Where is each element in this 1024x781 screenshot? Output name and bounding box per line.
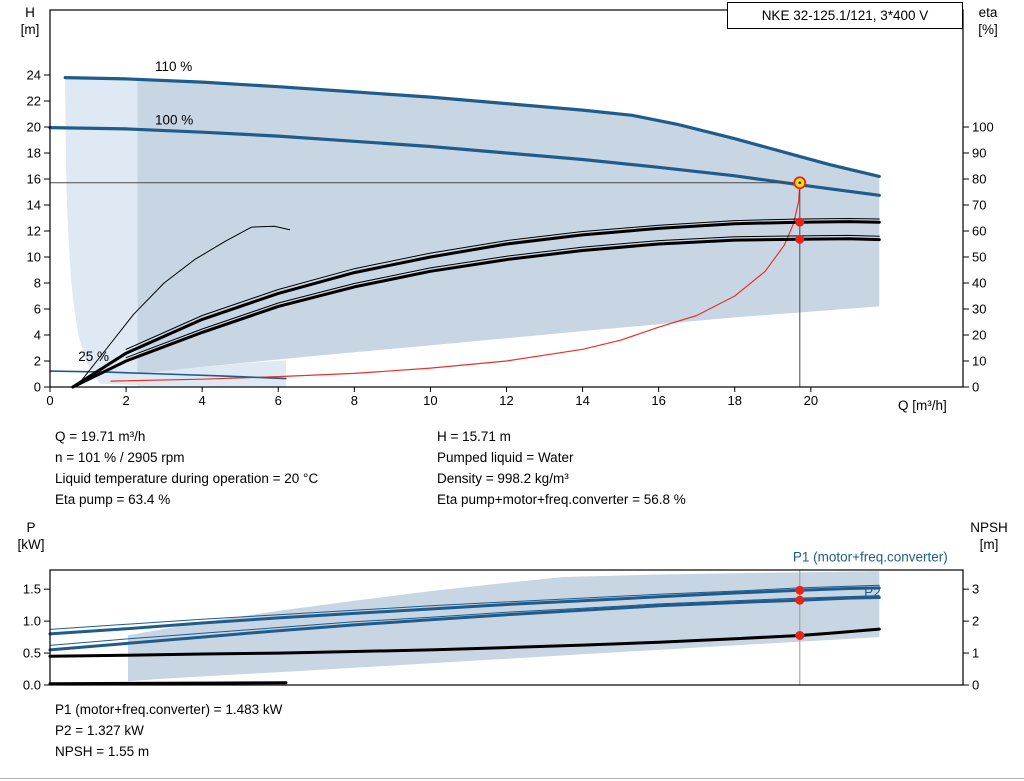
- qh-chart-group: 0246810121416182022240102030405060708090…: [27, 9, 994, 408]
- x-tick-label: 8: [351, 393, 358, 408]
- x-tick-label: 6: [275, 393, 282, 408]
- y-left-tick-label: 18: [27, 146, 41, 161]
- y-right-tick-label: 1: [972, 646, 979, 661]
- x-tick-label: 2: [122, 393, 129, 408]
- x-tick-label: 14: [575, 393, 589, 408]
- y-right-tick-label: 50: [972, 250, 986, 265]
- info-p1: P1 (motor+freq.converter) = 1.483 kW: [55, 702, 283, 717]
- y-left-tick-label: 12: [27, 224, 41, 239]
- info-speed: n = 101 % / 2905 rpm: [55, 450, 185, 465]
- system-curve: [110, 182, 801, 382]
- y-right-tick-label: 30: [972, 302, 986, 317]
- y-right-tick-label: 20: [972, 328, 986, 343]
- eta-pump-point: [795, 217, 805, 227]
- duty-point-center: [798, 181, 802, 185]
- speed-curve-110pct: [63, 76, 881, 178]
- p1-point: [795, 585, 805, 595]
- duty-info-right: H = 15.71 m Pumped liquid = Water Densit…: [437, 426, 686, 510]
- y-left-tick-label: 20: [27, 120, 41, 135]
- x-tick-label: 10: [423, 393, 437, 408]
- npsh-axis-label: NPSH [m]: [958, 519, 1020, 553]
- label-25-pct: 25 %: [78, 349, 109, 364]
- info-h: H = 15.71 m: [437, 429, 511, 444]
- x-tick-label: 20: [804, 393, 818, 408]
- info-pumped-liquid: Pumped liquid = Water: [437, 450, 574, 465]
- label-p1: P1 (motor+freq.converter): [793, 550, 948, 565]
- y-left-tick-label: 8: [34, 276, 41, 291]
- y-right-tick-label: 80: [972, 172, 986, 187]
- p2-point: [795, 595, 805, 605]
- y-left-tick-label: 16: [27, 172, 41, 187]
- eta-pump-thin: [125, 218, 880, 350]
- window-bottom-border: [0, 778, 1024, 779]
- eta-total-point: [795, 234, 805, 244]
- p-speed-25pct: [48, 681, 288, 686]
- p-axis-label: P [kW]: [8, 519, 54, 553]
- label-p2: P2: [864, 585, 881, 600]
- y-right-tick-label: 2: [972, 614, 979, 629]
- y-left-tick-label: 22: [27, 94, 41, 109]
- y-left-tick-label: 0.0: [23, 678, 41, 693]
- y-left-tick-label: 14: [27, 198, 41, 213]
- label-100-pct: 100 %: [155, 112, 193, 127]
- power-npsh-chart-group: 0.0 0.5 1.0 1.5 0 1 2 3 P1 (motor+freq.converter…: [23, 550, 979, 693]
- eta-axis-label: eta [%]: [964, 4, 1012, 38]
- eta-total-thin: [125, 234, 880, 359]
- y-right-tick-label: 3: [972, 582, 979, 597]
- npsh-axis-unit: [m]: [979, 537, 999, 552]
- x-tick-label: 4: [199, 393, 206, 408]
- x-tick-label: 0: [46, 393, 53, 408]
- x-tick-label: 18: [728, 393, 742, 408]
- info-eta-pump: Eta pump = 63.4 %: [55, 492, 171, 507]
- power-info: P1 (motor+freq.converter) = 1.483 kW P2 …: [55, 699, 282, 762]
- low-flow-area: [65, 77, 138, 386]
- pump-title-box: NKE 32-125.1/121, 3*400 V: [727, 2, 963, 29]
- p2-thin: [49, 595, 880, 646]
- q-axis-label: Q [m³/h]: [898, 398, 947, 413]
- info-density: Density = 998.2 kg/m³: [437, 471, 569, 486]
- h-axis-symbol: H: [25, 5, 35, 20]
- y-right-tick-label: 0: [972, 380, 979, 395]
- duty-info-left: Q = 19.71 m³/h n = 101 % / 2905 rpm Liqu…: [55, 426, 318, 510]
- y-left-tick-label: 0.5: [23, 646, 41, 661]
- y-right-tick-label: 10: [972, 354, 986, 369]
- y-left-tick-label: 4: [34, 328, 41, 343]
- label-110-pct: 110 %: [155, 59, 192, 74]
- y-left-tick-label: 24: [27, 68, 41, 83]
- info-q: Q = 19.71 m³/h: [55, 429, 146, 444]
- eta-axis-symbol: eta: [978, 5, 998, 20]
- p-axis-unit: [kW]: [17, 537, 45, 552]
- y-left-tick-label: 6: [34, 302, 41, 317]
- y-left-tick-label: 1.5: [23, 582, 41, 597]
- x-tick-label: 16: [651, 393, 665, 408]
- h-axis-unit: [m]: [20, 22, 40, 37]
- y-right-tick-label: 40: [972, 276, 986, 291]
- pump-title: NKE 32-125.1/121, 3*400 V: [761, 8, 929, 23]
- npsh-point: [795, 630, 805, 640]
- y-left-tick-label: 10: [27, 250, 41, 265]
- y-right-tick-label: 70: [972, 198, 986, 213]
- eta-curve-reduced-speed: [79, 225, 291, 383]
- x-tick-label: 12: [499, 393, 513, 408]
- y-left-tick-label: 2: [34, 354, 41, 369]
- eta-axis-unit: [%]: [978, 22, 998, 37]
- y-right-tick-label: 100: [972, 120, 994, 135]
- y-right-tick-label: 60: [972, 224, 986, 239]
- info-liquid-temp: Liquid temperature during operation = 20…: [55, 471, 319, 486]
- y-right-tick-label: 0: [972, 678, 979, 693]
- npsh-axis-symbol: NPSH: [970, 520, 1008, 535]
- info-p2: P2 = 1.327 kW: [55, 723, 144, 738]
- p-axis-symbol: P: [26, 520, 36, 535]
- h-axis-label: H [m]: [10, 4, 50, 38]
- info-eta-total: Eta pump+motor+freq.converter = 56.8 %: [437, 492, 686, 507]
- y-right-tick-label: 90: [972, 146, 986, 161]
- y-left-tick-label: 0: [34, 380, 41, 395]
- y-left-tick-label: 1.0: [23, 614, 41, 629]
- power-npsh-chart-frame: [49, 569, 964, 686]
- p1-thin: [49, 584, 880, 630]
- power-envelope: [128, 571, 880, 682]
- info-npsh: NPSH = 1.55 m: [55, 744, 150, 759]
